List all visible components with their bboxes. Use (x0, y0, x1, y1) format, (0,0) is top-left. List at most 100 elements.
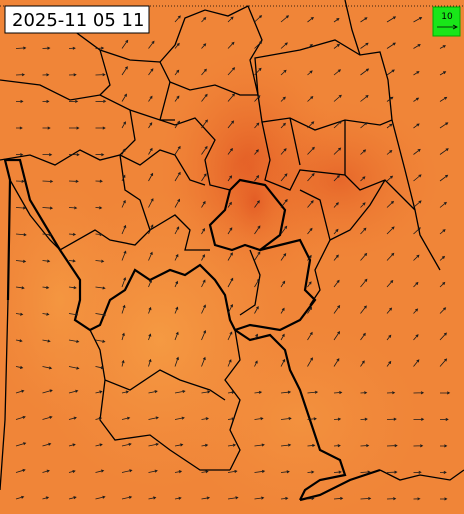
wind-arrow (201, 390, 211, 394)
wind-arrow (307, 390, 319, 394)
wind-arrow (439, 45, 446, 49)
wind-arrow (413, 281, 419, 288)
wind-arrow (360, 444, 370, 448)
wind-arrow (174, 306, 179, 314)
wind-arrow (15, 259, 27, 263)
wind-arrow (121, 442, 132, 447)
wind-arrow (95, 179, 103, 183)
wind-arrow (280, 198, 288, 208)
wind-arrow (413, 359, 420, 367)
wind-arrow (439, 148, 449, 155)
wind-arrow (15, 468, 26, 473)
wind-arrow (42, 179, 54, 183)
legend-box (432, 6, 461, 37)
wind-arrow (95, 443, 103, 447)
wind-arrow (148, 390, 158, 394)
wind-arrow (307, 227, 313, 235)
wind-arrow (15, 46, 27, 50)
wind-arrow (42, 339, 51, 343)
wind-arrow (227, 93, 235, 102)
wind-arrow (360, 176, 366, 182)
wind-arrow (15, 73, 26, 77)
wind-arrow (148, 416, 159, 420)
wind-arrow (307, 306, 312, 314)
wind-arrow (360, 122, 368, 129)
wind-arrow (413, 444, 424, 448)
wind-arrow (95, 46, 105, 50)
wind-arrow (254, 149, 259, 155)
borders (0, 0, 464, 502)
wind-arrow (174, 145, 181, 155)
wind-arrow (95, 126, 106, 130)
wind-arrow (254, 278, 260, 288)
wind-arrow (174, 496, 182, 500)
wind-arrow (227, 120, 235, 129)
wind-arrow (333, 496, 344, 501)
wind-arrow (280, 358, 286, 367)
wind-arrow (42, 73, 50, 77)
wind-arrow (413, 148, 421, 155)
wind-arrow (333, 279, 340, 288)
wind-arrow (68, 389, 79, 394)
wind-arrow (121, 359, 125, 367)
wind-arrow (174, 198, 180, 208)
wind-arrow (15, 126, 23, 130)
wind-arrow (201, 145, 208, 155)
wind-arrow (121, 93, 127, 102)
wind-arrow (439, 417, 449, 421)
wind-arrow (227, 496, 239, 500)
wind-arrow (280, 15, 290, 23)
wind-arrow (439, 255, 446, 261)
wind-arrow (201, 173, 207, 182)
wind-arrow (148, 224, 154, 235)
wind-arrow (280, 96, 286, 102)
wind-arrow (307, 281, 312, 288)
wind-arrow (360, 94, 369, 102)
wind-arrow (174, 171, 181, 182)
wind-arrow (148, 251, 153, 261)
wind-arrow (68, 339, 80, 343)
wind-arrow (42, 233, 52, 237)
wind-arrow (227, 417, 235, 421)
wind-arrow (42, 126, 51, 130)
wind-arrow (254, 15, 263, 23)
wind-arrow (121, 469, 133, 473)
wind-arrow (174, 95, 180, 102)
wind-arrow (95, 339, 106, 343)
wind-arrow (174, 280, 179, 288)
wind-arrow (227, 277, 234, 288)
wind-arrow (174, 120, 181, 129)
wind-arrow (307, 70, 313, 76)
wind-arrow (95, 390, 103, 394)
wind-arrow (148, 279, 152, 288)
wind-arrow (254, 360, 258, 367)
legend: 10 (432, 6, 461, 37)
wind-arrow (121, 495, 133, 500)
wind-arrow (15, 442, 27, 447)
wind-arrow (227, 227, 233, 235)
wind-arrow (95, 259, 105, 263)
wind-arrow (386, 42, 396, 49)
wind-arrow (439, 281, 446, 288)
wind-arrow (413, 470, 422, 474)
wind-arrow (95, 417, 103, 421)
wind-arrow (68, 232, 77, 236)
wind-arrow (333, 174, 340, 182)
wind-arrow (307, 173, 315, 182)
wind-arrow (386, 391, 396, 395)
wind-arrow (413, 17, 423, 23)
wind-arrow (333, 69, 342, 76)
timestamp-background (4, 5, 150, 34)
wind-arrow (68, 366, 80, 370)
wind-arrow (174, 389, 186, 394)
wind-arrow (386, 200, 395, 208)
wind-arrow (439, 174, 449, 182)
wind-arrow (121, 66, 128, 76)
wind-arrow (307, 254, 312, 261)
wind-arrow (386, 252, 395, 261)
wind-arrow (174, 69, 180, 76)
wind-arrow (227, 390, 235, 394)
wind-arrow (386, 69, 395, 76)
wind-arrow (333, 331, 341, 341)
wind-arrow (15, 179, 25, 183)
